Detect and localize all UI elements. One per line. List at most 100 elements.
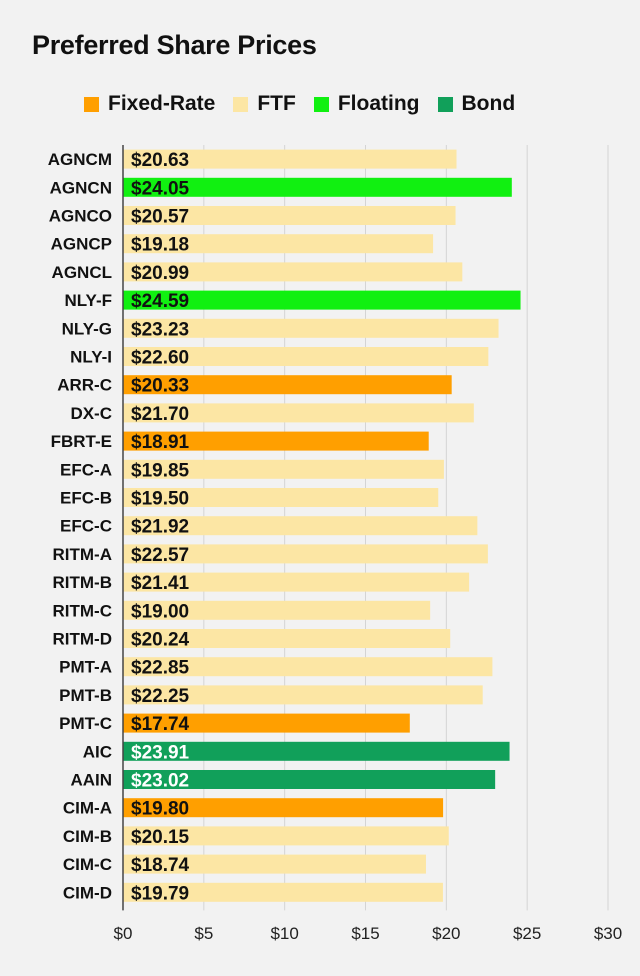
legend-swatch-bond (437, 96, 453, 112)
bar (123, 657, 493, 677)
value-label: $19.50 (131, 489, 189, 510)
x-tick-label: $15 (351, 924, 379, 943)
category-label: FBRT-E (51, 432, 112, 451)
category-label: AGNCO (49, 207, 112, 226)
legend-item-ftf: FTF (233, 92, 296, 116)
category-label: RITM-B (53, 573, 112, 592)
bar (123, 629, 451, 648)
legend-label-floating: Floating (337, 92, 420, 115)
category-label: AGNCN (50, 178, 112, 197)
value-label: $20.15 (131, 827, 190, 848)
legend-item-fixed-rate: Fixed-Rate (84, 92, 215, 116)
legend-label-ftf: FTF (257, 92, 296, 115)
bar (123, 572, 470, 592)
value-label: $20.99 (131, 263, 189, 284)
bar (123, 206, 456, 225)
value-label: $22.85 (131, 658, 190, 679)
value-label: $21.92 (131, 517, 189, 538)
category-label: CIM-B (63, 827, 112, 846)
bar (123, 798, 444, 818)
value-label: $23.23 (131, 319, 189, 340)
category-label: NLY-G (62, 319, 112, 338)
value-label: $20.24 (131, 630, 190, 651)
bar (123, 600, 431, 620)
legend-label-bond: Bond (461, 92, 516, 115)
x-tick-label: $25 (513, 924, 541, 943)
category-label: RITM-A (53, 545, 112, 564)
legend-item-floating: Floating (313, 92, 420, 116)
value-label: $24.05 (131, 178, 190, 199)
bar (123, 459, 444, 479)
bar (123, 713, 410, 733)
bar (123, 854, 426, 874)
category-label: PMT-B (59, 686, 112, 705)
x-tick-label: $30 (594, 924, 622, 943)
value-label: $18.74 (131, 855, 190, 876)
legend-item-bond: Bond (437, 92, 516, 116)
value-label: $19.18 (131, 235, 189, 256)
value-label: $18.91 (131, 432, 190, 453)
legend-swatch-floating (313, 96, 329, 112)
bar (123, 770, 496, 789)
bar (123, 741, 510, 761)
bar (123, 826, 449, 846)
category-label: DX-C (70, 404, 112, 423)
bar (123, 234, 434, 254)
legend-swatch-ftf (233, 96, 249, 112)
category-label: CIM-A (63, 799, 112, 818)
bar (123, 347, 489, 366)
bar (123, 375, 452, 395)
bar (123, 488, 439, 507)
x-tick-label: $0 (114, 924, 133, 943)
x-tick-label: $5 (194, 924, 213, 943)
bar (123, 403, 474, 423)
category-label: AGNCL (52, 263, 112, 282)
bar (123, 685, 483, 705)
bar (123, 516, 478, 536)
x-tick-label: $20 (432, 924, 460, 943)
category-label: NLY-F (64, 291, 112, 310)
value-label: $23.91 (131, 742, 190, 763)
chart-title: Preferred Share Prices (32, 30, 317, 60)
value-label: $21.41 (131, 573, 190, 594)
value-label: $21.70 (131, 404, 189, 425)
category-label: PMT-C (59, 714, 112, 733)
category-label: EFC-C (60, 517, 112, 536)
legend-swatch-fixed-rate (84, 96, 99, 112)
value-label: $19.80 (131, 799, 189, 820)
bar (123, 149, 457, 169)
value-label: $20.63 (131, 150, 189, 171)
value-label: $22.60 (131, 348, 189, 369)
x-tick-label: $10 (270, 924, 298, 943)
category-label: RITM-D (53, 630, 112, 649)
value-label: $19.79 (131, 883, 189, 904)
value-label: $24.59 (131, 291, 189, 312)
bar (123, 882, 443, 902)
value-label: $23.02 (131, 771, 189, 792)
category-label: EFC-A (60, 460, 112, 479)
value-label: $20.57 (131, 207, 189, 228)
value-label: $17.74 (131, 714, 190, 735)
value-label: $22.25 (131, 686, 190, 707)
value-label: $19.85 (131, 460, 190, 481)
category-label: CIM-D (63, 883, 112, 902)
category-label: AAIN (70, 771, 112, 790)
category-label: AGNCM (48, 150, 112, 169)
category-label: PMT-A (59, 658, 112, 677)
legend-label-fixed-rate: Fixed-Rate (108, 92, 216, 115)
value-label: $20.33 (131, 376, 189, 397)
value-label: $22.57 (131, 545, 189, 566)
category-label: NLY-I (70, 348, 112, 367)
legend: Fixed-Rate FTF Floating Bond (84, 88, 533, 120)
category-label: ARR-C (57, 376, 112, 395)
bar (123, 290, 521, 310)
category-label: RITM-C (53, 601, 112, 620)
value-label: $19.00 (131, 601, 189, 622)
bar (123, 177, 512, 197)
category-label: CIM-C (63, 855, 112, 874)
category-label: EFC-B (60, 489, 112, 508)
category-label: AIC (83, 742, 112, 761)
bar (123, 431, 429, 451)
category-label: AGNCP (51, 235, 112, 254)
